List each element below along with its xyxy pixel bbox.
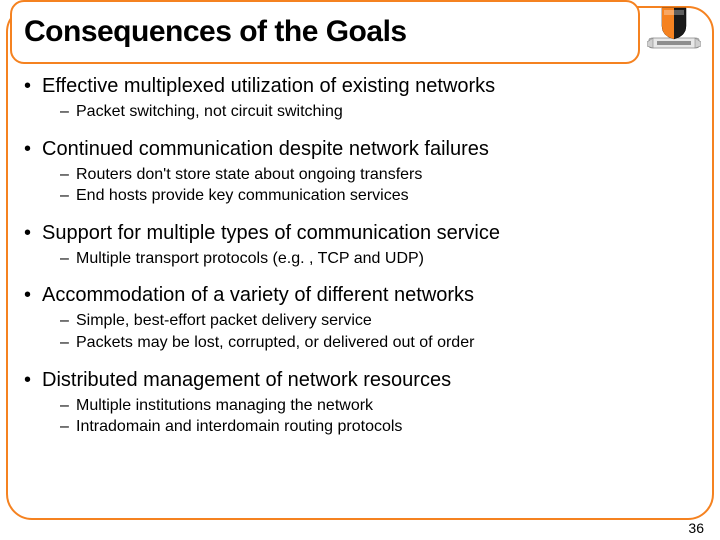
page-number: 36 xyxy=(688,520,704,536)
bullet-text: Accommodation of a variety of different … xyxy=(42,284,474,306)
sub-text: Simple, best-effort packet delivery serv… xyxy=(76,312,372,329)
bullet-sub: Packets may be lost, corrupted, or deliv… xyxy=(24,332,696,354)
bullet-sub: Multiple institutions managing the netwo… xyxy=(24,395,696,417)
sub-text: Packets may be lost, corrupted, or deliv… xyxy=(76,334,474,351)
bullet-main: Continued communication despite network … xyxy=(24,137,696,162)
sub-text: End hosts provide key communication serv… xyxy=(76,187,409,204)
bullet-text: Continued communication despite network … xyxy=(42,138,489,160)
sub-text: Multiple institutions managing the netwo… xyxy=(76,397,373,414)
bullet-main: Effective multiplexed utilization of exi… xyxy=(24,74,696,99)
shield-icon xyxy=(660,6,688,40)
sub-text: Intradomain and interdomain routing prot… xyxy=(76,418,402,435)
sub-text: Routers don't store state about ongoing … xyxy=(76,166,422,183)
title-box: Consequences of the Goals xyxy=(10,0,640,64)
bullet-sub: Routers don't store state about ongoing … xyxy=(24,164,696,186)
bullet-text: Distributed management of network resour… xyxy=(42,369,451,391)
bullet-main: Support for multiple types of communicat… xyxy=(24,221,696,246)
slide-title: Consequences of the Goals xyxy=(24,15,407,49)
bullet-main: Accommodation of a variety of different … xyxy=(24,283,696,308)
bullet-sub: Simple, best-effort packet delivery serv… xyxy=(24,310,696,332)
content-area: Effective multiplexed utilization of exi… xyxy=(24,74,696,438)
bullet-main: Distributed management of network resour… xyxy=(24,368,696,393)
sub-text: Multiple transport protocols (e.g. , TCP… xyxy=(76,250,424,267)
bullet-text: Effective multiplexed utilization of exi… xyxy=(42,75,495,97)
bullet-sub: Multiple transport protocols (e.g. , TCP… xyxy=(24,248,696,270)
bullet-text: Support for multiple types of communicat… xyxy=(42,222,500,244)
bullet-sub: Intradomain and interdomain routing prot… xyxy=(24,416,696,438)
bullet-sub: End hosts provide key communication serv… xyxy=(24,185,696,207)
sub-text: Packet switching, not circuit switching xyxy=(76,103,343,120)
shield-logo xyxy=(644,6,704,62)
bullet-sub: Packet switching, not circuit switching xyxy=(24,101,696,123)
